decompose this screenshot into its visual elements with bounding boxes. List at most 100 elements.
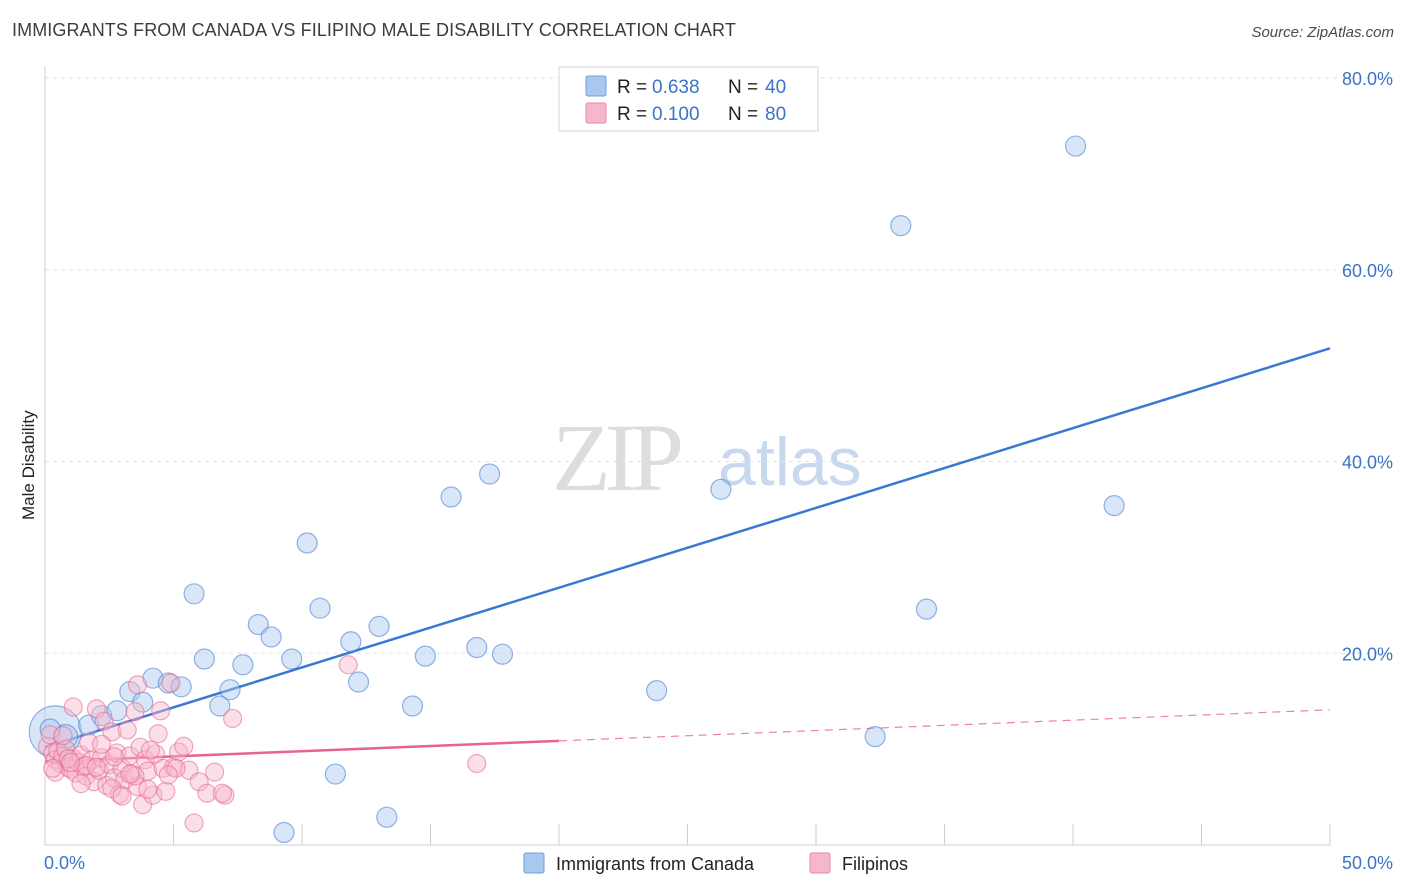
point-filipinos <box>138 779 158 799</box>
point-canada <box>368 615 390 638</box>
point-filipinos <box>102 778 122 799</box>
point-canada <box>247 613 269 636</box>
series-legend: Immigrants from Canada Filipinos <box>523 852 908 874</box>
point-filipinos <box>133 795 153 815</box>
point-filipinos <box>71 774 91 794</box>
point-canada <box>340 631 362 653</box>
y-axis-label: Male Disability <box>19 410 38 520</box>
point-canada <box>273 821 295 844</box>
point-filipinos <box>43 758 63 778</box>
x-tick-label-min: 0.0% <box>44 853 85 873</box>
point-filipinos <box>102 722 122 742</box>
point-filipinos <box>158 765 178 785</box>
legend-r-label-canada: R = <box>617 77 647 98</box>
point-filipinos <box>86 757 107 777</box>
point-filipinos <box>174 736 194 756</box>
point-canada <box>890 215 912 237</box>
point-canada <box>376 806 398 828</box>
y-tick-label-40: 40.0% <box>1342 453 1393 473</box>
point-filipinos <box>140 740 160 760</box>
trend-lines <box>44 347 1331 763</box>
point-canada <box>440 486 462 508</box>
point-canada <box>915 598 938 620</box>
point-canada <box>260 626 282 648</box>
point-filipinos <box>338 655 358 675</box>
point-canada <box>1103 495 1125 517</box>
y-tick-label-80: 80.0% <box>1342 69 1393 89</box>
point-canada <box>324 763 347 785</box>
point-canada <box>209 695 231 717</box>
point-filipinos <box>156 781 176 801</box>
y-tick-label-20: 20.0% <box>1342 644 1393 664</box>
point-canada <box>219 679 241 701</box>
point-filipinos <box>161 673 181 693</box>
point-filipinos <box>212 783 232 803</box>
point-filipinos <box>53 726 73 746</box>
point-canada <box>479 463 501 485</box>
point-filipinos <box>89 760 109 780</box>
point-canada <box>106 700 128 722</box>
point-canada <box>710 478 732 500</box>
point-filipinos <box>117 720 137 740</box>
watermark-zip: ZIP <box>552 404 681 511</box>
legend-n-value-filipinos: 80 <box>765 104 786 125</box>
axes <box>44 66 1331 846</box>
point-canada <box>414 645 436 667</box>
legend-r-value-filipinos: 0.100 <box>652 104 700 125</box>
point-filipinos <box>148 724 168 744</box>
point-filipinos <box>184 813 204 833</box>
point-filipinos <box>61 752 81 773</box>
series-legend-swatch-canada <box>523 852 545 874</box>
legend-n-label-canada: N = <box>728 77 758 98</box>
tick-labels: 20.0% 40.0% 60.0% 80.0% 0.0% 50.0% <box>44 69 1393 873</box>
point-canada <box>183 583 205 605</box>
point-filipinos <box>112 786 132 806</box>
chart-title: IMMIGRANTS FROM CANADA VS FILIPINO MALE … <box>12 20 736 40</box>
point-filipinos <box>189 772 209 792</box>
point-filipinos <box>127 675 148 695</box>
legend-n-value-canada: 40 <box>765 77 786 98</box>
point-canada <box>1064 135 1087 157</box>
point-canada <box>466 636 488 659</box>
point-canada <box>170 676 192 698</box>
point-filipinos <box>63 697 83 717</box>
trend-line-filipinos-dashed <box>558 709 1331 742</box>
point-filipinos <box>91 734 112 754</box>
point-canada <box>281 648 303 670</box>
point-canada <box>491 643 514 665</box>
point-filipinos <box>169 742 189 762</box>
point-filipinos <box>135 750 155 770</box>
series-legend-label-filipinos: Filipinos <box>842 854 908 874</box>
point-canada <box>864 726 886 748</box>
point-filipinos <box>151 701 171 721</box>
point-canada <box>347 671 370 693</box>
point-filipinos <box>166 758 186 778</box>
data-points <box>28 135 1125 844</box>
legend-n-label-filipinos: N = <box>728 104 758 125</box>
point-canada <box>193 648 215 670</box>
series-legend-label-canada: Immigrants from Canada <box>556 854 755 874</box>
x-tick-label-max: 50.0% <box>1342 853 1393 873</box>
grid-lines <box>45 77 1392 654</box>
y-tick-label-60: 60.0% <box>1342 261 1393 281</box>
point-canada <box>646 680 668 702</box>
legend-r-value-canada: 0.638 <box>652 77 700 98</box>
point-canada <box>39 718 61 740</box>
point-filipinos <box>205 762 225 782</box>
legend-swatch-filipinos <box>585 102 607 124</box>
trend-line-canada <box>44 347 1331 749</box>
point-filipinos <box>223 708 243 729</box>
point-canada <box>401 695 424 717</box>
point-canada <box>309 597 331 619</box>
legend-r-label-filipinos: R = <box>617 104 647 125</box>
stats-legend: R = 0.638 N = 40 R = 0.100 N = 80 <box>558 66 819 132</box>
trend-line-filipinos-solid <box>44 739 560 763</box>
point-filipinos <box>467 753 487 774</box>
source-credit: Source: ZipAtlas.com <box>1251 24 1394 41</box>
point-canada <box>232 654 254 676</box>
point-filipinos <box>120 764 140 784</box>
point-filipinos <box>104 747 124 767</box>
point-canada <box>296 532 318 554</box>
series-legend-swatch-filipinos <box>809 852 831 874</box>
